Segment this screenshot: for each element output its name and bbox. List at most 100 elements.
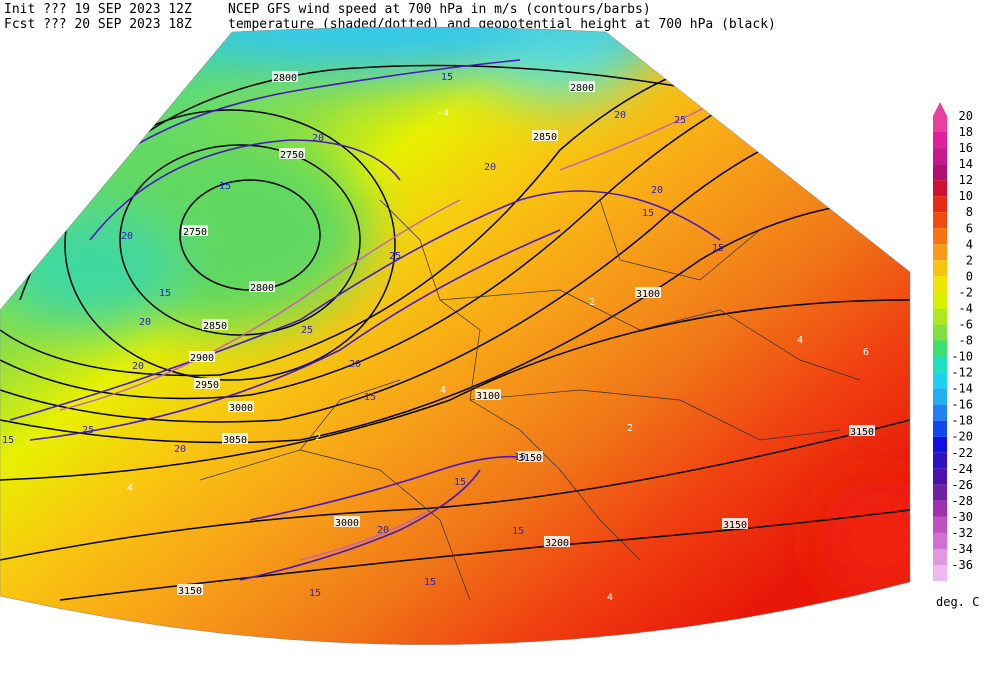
colorbar-label: -16 xyxy=(951,398,973,412)
colorbar-box xyxy=(933,308,947,325)
height-label: 2800 xyxy=(273,73,297,84)
colorbar-label: -12 xyxy=(951,366,973,380)
colorbar-box xyxy=(933,372,947,389)
label-background xyxy=(279,148,305,159)
map-border xyxy=(0,26,911,645)
height-label: 3000 xyxy=(229,403,253,414)
height-label: 3150 xyxy=(850,427,874,438)
colorbar-box xyxy=(933,404,947,421)
borders xyxy=(199,199,861,601)
height-label: 3150 xyxy=(518,453,542,464)
colorbar-box xyxy=(933,356,947,373)
colorbar-label: -14 xyxy=(951,382,973,396)
colorbar-box xyxy=(933,292,947,309)
label-background xyxy=(544,536,570,547)
temperature-label: 4 xyxy=(607,592,613,603)
colorbar-box xyxy=(933,548,947,565)
temperature-label: 6 xyxy=(863,347,869,358)
colorbar-label: -36 xyxy=(951,558,973,572)
wind-label: 20 xyxy=(377,525,389,536)
label-background xyxy=(517,451,543,462)
temperature-label: 2 xyxy=(589,297,595,308)
wind-label: 15 xyxy=(2,435,14,446)
height-label: 2900 xyxy=(190,353,214,364)
label-background xyxy=(222,433,248,444)
colorbar-box xyxy=(933,116,947,133)
title-line-1: NCEP GFS wind speed at 700 hPa in m/s (c… xyxy=(228,2,651,17)
colorbar-label: 20 xyxy=(959,109,973,123)
wind-label: 15 xyxy=(441,72,453,83)
label-background xyxy=(532,130,558,141)
colorbar-box xyxy=(933,132,947,149)
height-label: 3150 xyxy=(723,520,747,531)
colorbar-label: -26 xyxy=(951,478,973,492)
wind-label: 15 xyxy=(159,288,171,299)
wind-label: 15 xyxy=(309,588,321,599)
colorbar-label: 16 xyxy=(959,141,973,155)
label-background xyxy=(189,351,215,362)
colorbar-label: -18 xyxy=(951,414,973,428)
colorbar: 20181614121086420-2-4-6-8-10-12-14-16-18… xyxy=(933,102,979,609)
label-background xyxy=(475,389,501,400)
wind-label: 20 xyxy=(484,162,496,173)
colorbar-box xyxy=(933,164,947,181)
wind-label: 15 xyxy=(364,392,376,403)
colorbar-label: 14 xyxy=(959,157,973,171)
wind-label: 20 xyxy=(614,110,626,121)
colorbar-box xyxy=(933,532,947,549)
wind-label: 20 xyxy=(139,317,151,328)
colorbar-box xyxy=(933,452,947,469)
height-label: 2850 xyxy=(203,321,227,332)
wind-label: 20 xyxy=(174,444,186,455)
colorbar-box xyxy=(933,516,947,533)
init-time: Init ??? 19 SEP 2023 12Z xyxy=(4,2,192,17)
colorbar-unit: deg. C xyxy=(936,595,979,609)
height-label: 3200 xyxy=(545,538,569,549)
colorbar-label: -32 xyxy=(951,526,973,540)
colorbar-arrow xyxy=(933,102,947,116)
colorbar-box xyxy=(933,340,947,357)
temperature-label: 10 xyxy=(302,658,314,669)
colorbar-box xyxy=(933,484,947,501)
colorbar-label: 4 xyxy=(966,237,973,251)
colorbar-box xyxy=(933,148,947,165)
colorbar-label: 8 xyxy=(966,205,973,219)
label-background xyxy=(194,378,220,389)
colorbar-box xyxy=(933,244,947,261)
wind-label: 20 xyxy=(349,359,361,370)
colorbar-label: -4 xyxy=(959,301,973,315)
colorbar-box xyxy=(933,212,947,229)
height-label: 3150 xyxy=(178,586,202,597)
colorbar-label: 6 xyxy=(966,221,973,235)
colorbar-label: -34 xyxy=(951,542,973,556)
colorbar-box xyxy=(933,228,947,245)
height-contours xyxy=(0,59,910,601)
forecast-time: Fcst ??? 20 SEP 2023 18Z xyxy=(4,17,192,32)
label-background xyxy=(722,518,748,529)
label-background xyxy=(334,516,360,527)
colorbar-label: 10 xyxy=(959,189,973,203)
colorbar-label: -8 xyxy=(959,334,973,348)
label-background xyxy=(272,71,298,82)
wind-label: 15 xyxy=(514,452,526,463)
colorbar-box xyxy=(933,388,947,405)
colorbar-box xyxy=(933,276,947,293)
colorbar-label: -30 xyxy=(951,510,973,524)
colorbar-label: 0 xyxy=(966,269,973,283)
wind-label: 20 xyxy=(651,185,663,196)
height-label: 2850 xyxy=(533,132,557,143)
label-background xyxy=(177,584,203,595)
height-label: 3100 xyxy=(476,391,500,402)
colorbar-box xyxy=(933,420,947,437)
height-label: 2800 xyxy=(250,283,274,294)
height-label: 2800 xyxy=(570,83,594,94)
map-area: 2800 2750 2750 2800 2850 2900 2950 3000 3050 3100… xyxy=(0,27,910,669)
wind-label: 15 xyxy=(454,477,466,488)
wind-label: 15 xyxy=(424,577,436,588)
height-label: 2750 xyxy=(183,227,207,238)
colorbar-box xyxy=(933,468,947,485)
colorbar-label: -6 xyxy=(959,317,973,331)
wind-label: 25 xyxy=(82,425,94,436)
wind-label: 15 xyxy=(712,243,724,254)
